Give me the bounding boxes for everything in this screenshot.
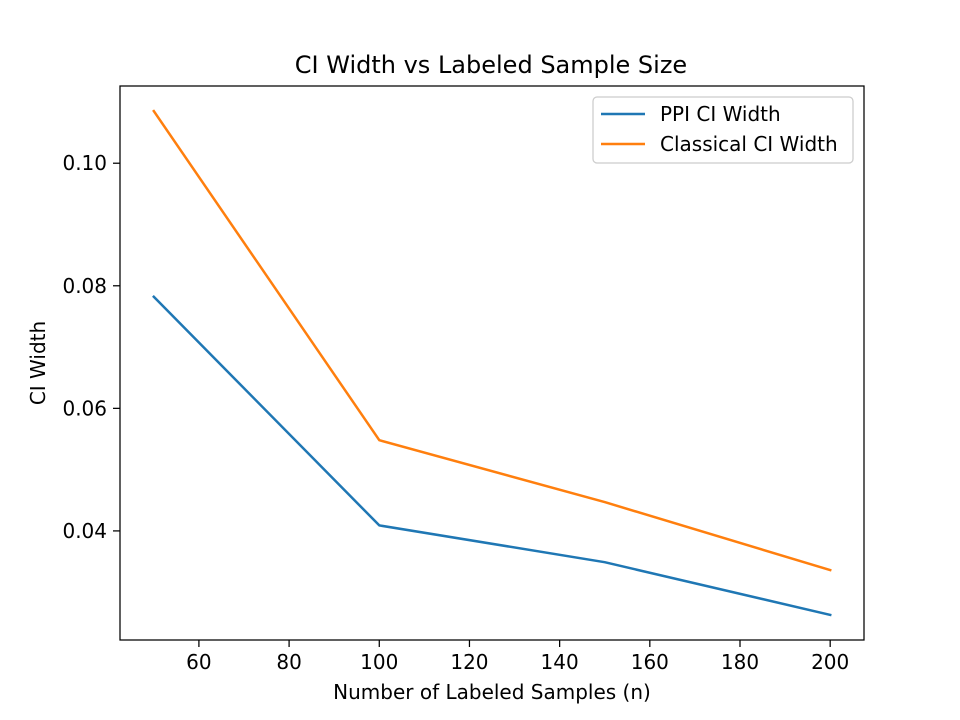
x-tick-label: 160	[631, 650, 669, 674]
series-line-classical	[152, 109, 832, 572]
series-line-ppi	[152, 295, 832, 617]
legend-label-ppi: PPI CI Width	[660, 102, 781, 126]
x-tick-label: 140	[541, 650, 579, 674]
x-axis-label: Number of Labeled Samples (n)	[333, 680, 651, 704]
y-axis-label: CI Width	[26, 321, 50, 405]
x-tick-label: 60	[186, 650, 211, 674]
x-tick-label: 180	[721, 650, 759, 674]
y-tick-label: 0.06	[62, 396, 107, 420]
x-tick-label: 200	[811, 650, 849, 674]
series-lines	[152, 109, 832, 617]
legend-box	[592, 96, 854, 164]
x-tick-label: 80	[276, 650, 301, 674]
y-tick-label: 0.04	[62, 519, 107, 543]
y-tick-label: 0.10	[62, 151, 107, 175]
x-axis-ticks: 60 80 100 120 140 160 180 200	[186, 640, 849, 674]
chart-title: CI Width vs Labeled Sample Size	[295, 51, 687, 79]
y-tick-label: 0.08	[62, 274, 107, 298]
legend: PPI CI Width Classical CI Width	[592, 96, 854, 164]
legend-label-classical: Classical CI Width	[660, 132, 838, 156]
plot-area-frame	[119, 85, 865, 641]
x-tick-label: 100	[360, 650, 398, 674]
y-axis-ticks: 0.04 0.06 0.08 0.10	[62, 151, 120, 543]
x-tick-label: 120	[450, 650, 488, 674]
